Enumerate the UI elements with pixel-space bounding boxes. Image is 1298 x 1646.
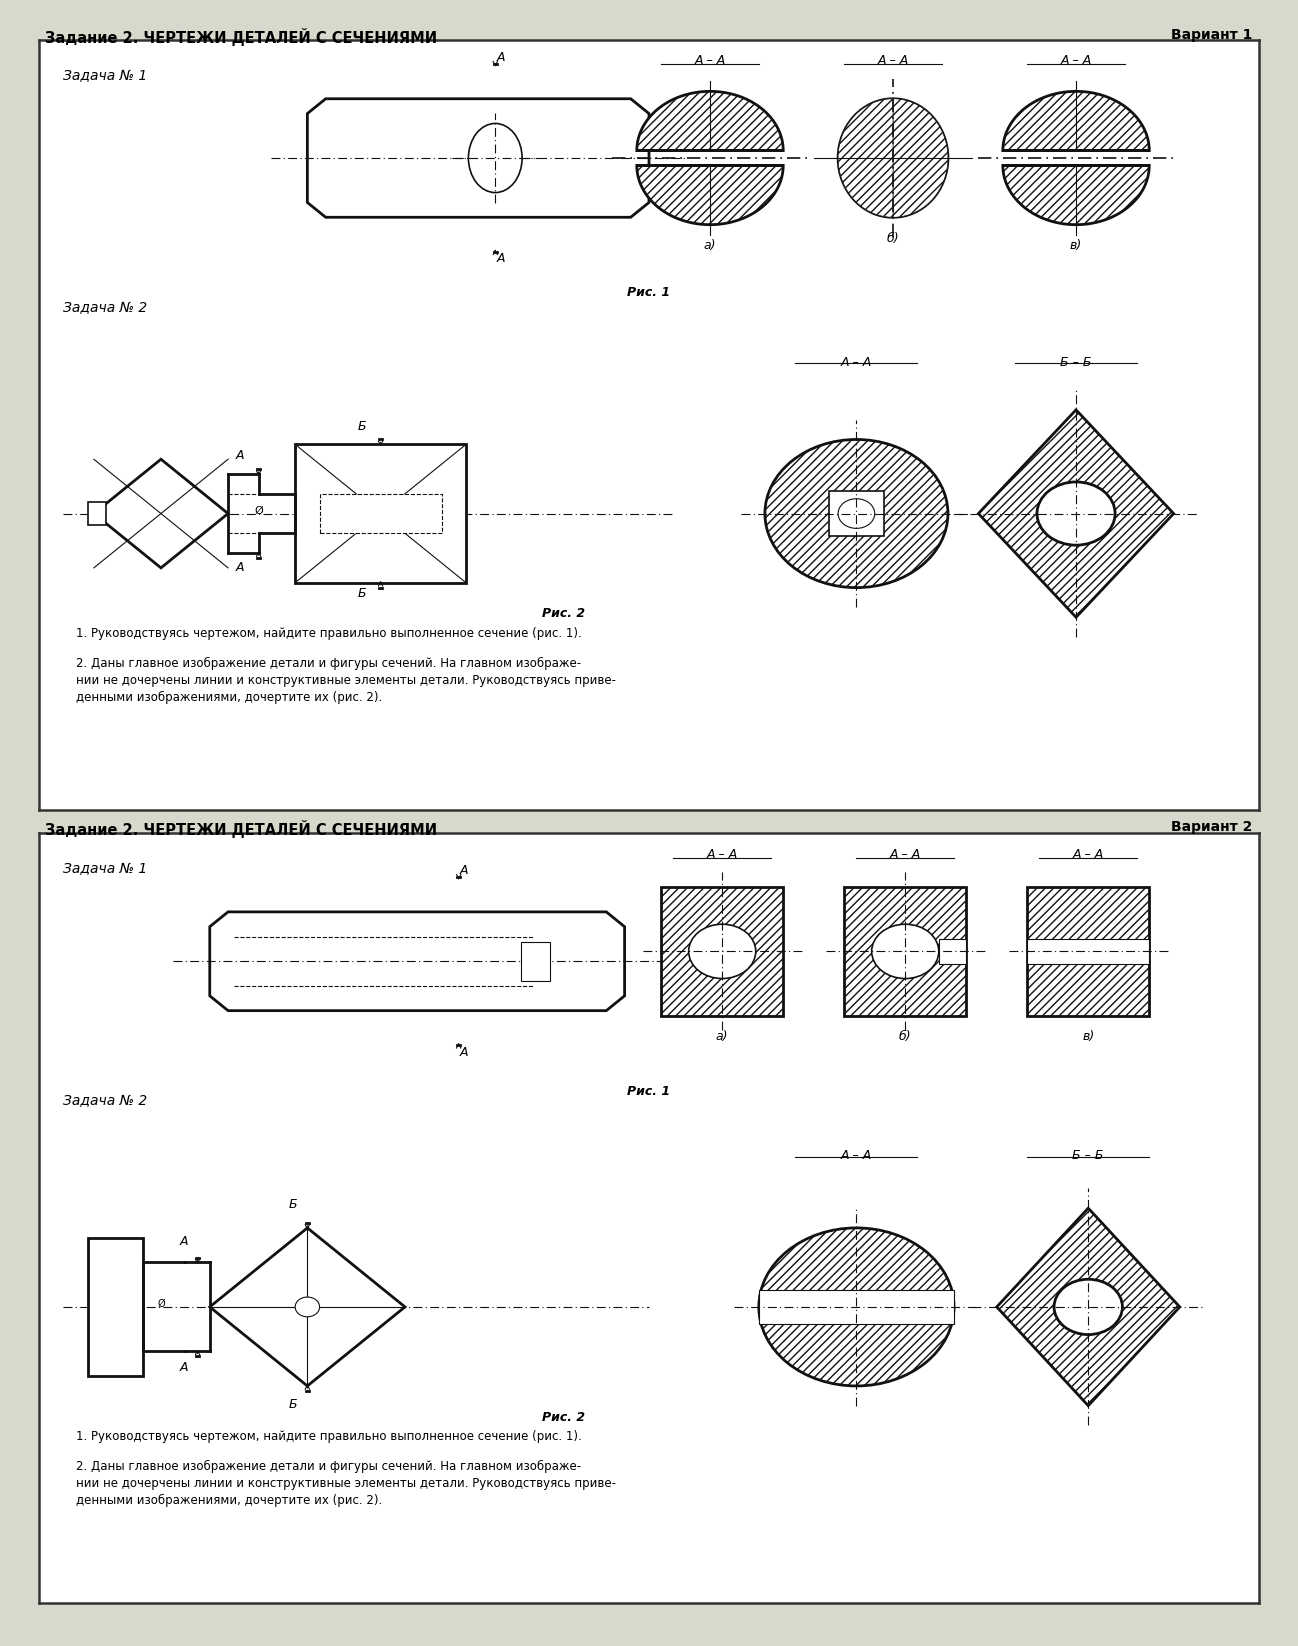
- Bar: [661, 887, 783, 1016]
- Text: А: А: [497, 252, 505, 265]
- Text: Рис. 1: Рис. 1: [627, 1085, 671, 1098]
- Text: А: А: [459, 864, 469, 877]
- Polygon shape: [997, 1208, 1180, 1406]
- Text: Вариант 2: Вариант 2: [1171, 820, 1253, 835]
- Bar: [759, 1290, 954, 1323]
- Text: Задача № 2: Задача № 2: [64, 301, 148, 316]
- Text: А: А: [459, 1045, 469, 1058]
- Circle shape: [295, 1297, 319, 1317]
- Text: Рис. 1: Рис. 1: [627, 286, 671, 300]
- Text: А – А: А – А: [1060, 54, 1092, 67]
- Polygon shape: [979, 410, 1173, 617]
- Text: 1. Руководствуясь чертежом, найдите правильно выполненное сечение (рис. 1).: 1. Руководствуясь чертежом, найдите прав…: [75, 1430, 582, 1444]
- Text: Ø: Ø: [254, 505, 263, 515]
- Text: А – А: А – А: [706, 848, 737, 861]
- Text: Задание 2. ЧЕРТЕЖИ ДЕТАЛЕЙ С СЕЧЕНИЯМИ: Задание 2. ЧЕРТЕЖИ ДЕТАЛЕЙ С СЕЧЕНИЯМИ: [45, 28, 437, 46]
- Text: А: А: [179, 1361, 188, 1374]
- Circle shape: [765, 439, 948, 588]
- Text: А: А: [179, 1234, 188, 1248]
- Text: А – А: А – А: [1072, 848, 1103, 861]
- Text: Б: Б: [358, 588, 366, 601]
- Polygon shape: [1003, 166, 1149, 224]
- Text: Б – Б: Б – Б: [1072, 1149, 1105, 1162]
- Text: А: А: [236, 449, 244, 463]
- Text: А – А: А – А: [841, 1149, 872, 1162]
- Text: Б: Б: [358, 420, 366, 433]
- Text: Рис. 2: Рис. 2: [543, 607, 585, 621]
- Polygon shape: [1003, 92, 1149, 151]
- Text: Задание 2. ЧЕРТЕЖИ ДЕТАЛЕЙ С СЕЧЕНИЯМИ: Задание 2. ЧЕРТЕЖИ ДЕТАЛЕЙ С СЕЧЕНИЯМИ: [45, 820, 437, 838]
- Text: в): в): [1070, 239, 1083, 252]
- Bar: [1027, 938, 1149, 965]
- Text: А – А: А – А: [877, 54, 909, 67]
- Text: Вариант 1: Вариант 1: [1171, 28, 1253, 43]
- Text: 1. Руководствуясь чертежом, найдите правильно выполненное сечение (рис. 1).: 1. Руководствуясь чертежом, найдите прав…: [75, 627, 582, 640]
- Polygon shape: [637, 166, 783, 224]
- Text: а): а): [716, 1030, 728, 1044]
- Circle shape: [759, 1228, 954, 1386]
- Circle shape: [689, 925, 755, 978]
- Text: в): в): [1083, 1030, 1094, 1044]
- Text: б): б): [900, 1030, 911, 1044]
- Text: 2. Даны главное изображение детали и фигуры сечений. На главном изображе-
нии не: 2. Даны главное изображение детали и фиг…: [75, 657, 615, 704]
- Bar: [829, 492, 884, 537]
- Bar: [520, 942, 550, 981]
- Polygon shape: [893, 99, 948, 217]
- Ellipse shape: [839, 99, 948, 217]
- Text: Б: Б: [289, 1198, 297, 1211]
- Bar: [295, 444, 466, 583]
- Text: А – А: А – А: [694, 54, 726, 67]
- Text: Ø: Ø: [157, 1299, 165, 1309]
- Text: Рис. 2: Рис. 2: [543, 1411, 585, 1424]
- Text: А – А: А – А: [841, 356, 872, 369]
- Polygon shape: [93, 459, 228, 568]
- Text: а): а): [704, 239, 716, 252]
- Polygon shape: [210, 1228, 405, 1386]
- Text: А: А: [497, 51, 505, 64]
- Circle shape: [1037, 482, 1115, 545]
- Bar: [938, 938, 966, 965]
- Text: Б – Б: Б – Б: [1060, 356, 1092, 369]
- Polygon shape: [210, 912, 624, 1011]
- Text: Задача № 2: Задача № 2: [64, 1095, 148, 1109]
- Bar: [844, 887, 966, 1016]
- Ellipse shape: [469, 123, 522, 193]
- Polygon shape: [308, 99, 649, 217]
- Circle shape: [1054, 1279, 1123, 1335]
- Text: б): б): [887, 232, 900, 245]
- Bar: [88, 502, 106, 525]
- Text: Задача № 1: Задача № 1: [64, 69, 148, 84]
- Circle shape: [839, 499, 875, 528]
- Text: Б: Б: [289, 1397, 297, 1411]
- Bar: [319, 494, 441, 533]
- Bar: [88, 1238, 143, 1376]
- Text: А: А: [236, 561, 244, 574]
- Text: Задача № 1: Задача № 1: [64, 863, 148, 877]
- Text: А – А: А – А: [889, 848, 920, 861]
- Polygon shape: [637, 92, 783, 151]
- Polygon shape: [839, 99, 893, 217]
- Bar: [1027, 887, 1149, 1016]
- Text: 2. Даны главное изображение детали и фигуры сечений. На главном изображе-
нии не: 2. Даны главное изображение детали и фиг…: [75, 1460, 615, 1508]
- Circle shape: [872, 925, 938, 978]
